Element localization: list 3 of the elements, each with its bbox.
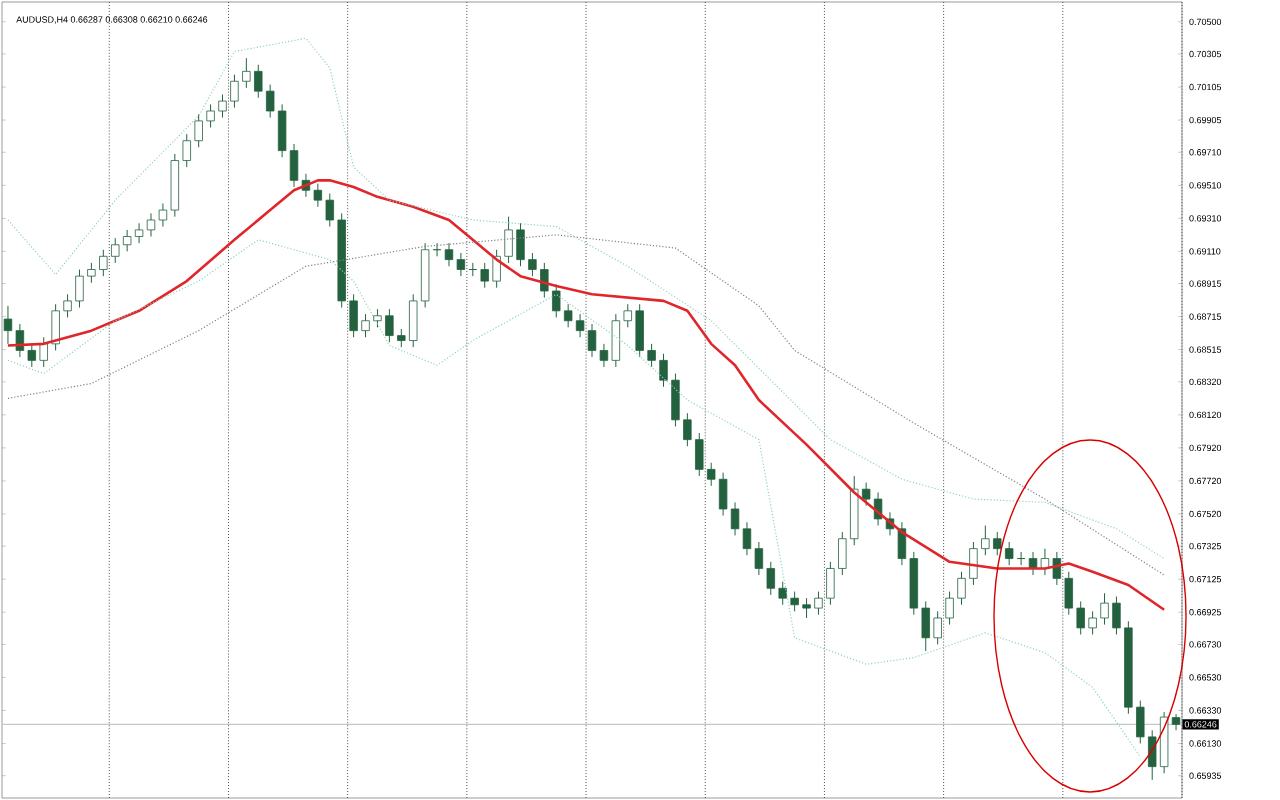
line-series [7,234,1165,576]
line-series [7,239,1141,758]
line-series [7,37,1165,560]
